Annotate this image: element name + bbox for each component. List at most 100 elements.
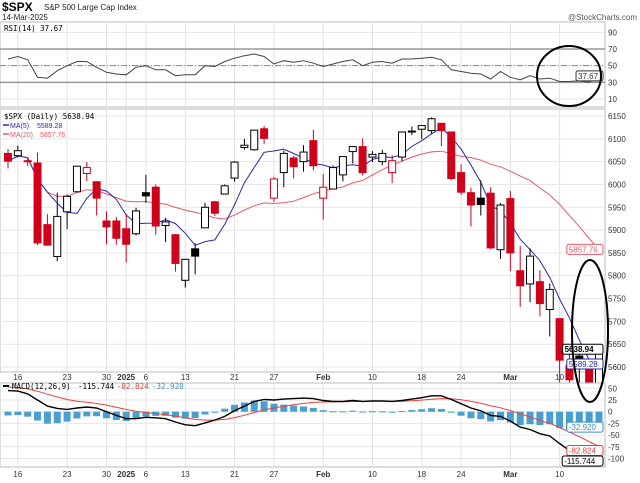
x-tick-label: 13 [181,470,190,479]
candle-body [476,197,485,206]
price-y-tick-label: 5700 [608,317,626,326]
candle-body [535,281,544,305]
macd-signal-line [7,386,600,447]
macd-histogram-bar [63,411,71,422]
macd-signal-tag: -82.824 [569,446,597,455]
candle-body [407,130,416,133]
candle [260,126,269,144]
candle [526,248,535,303]
macd-histogram-bar [565,411,573,431]
candle-body [299,151,308,163]
candle [279,150,288,188]
candle [506,190,515,272]
candle [388,155,397,184]
macd-histogram-bar [43,411,51,424]
price-y-tick-label: 5950 [608,203,626,212]
candle-body [151,186,160,227]
x-tick-label: 2025 [117,373,135,382]
macd-histogram-bar [516,411,524,426]
candle [496,203,505,259]
candle-body [378,152,387,163]
candle [141,174,150,203]
macd-legend: MACD(12,26,9) -115.744 -82.824 -32.920 [3,382,184,391]
macd-histogram-bar [467,411,475,419]
price-legend: $SPX (Daily) 5638.94 [4,112,95,121]
macd-legend-title: MACD(12,26,9) [12,382,71,391]
ma20-legend-value: 5857.76 [40,132,65,139]
macd-histogram-bar [526,411,534,425]
candle-body [457,172,466,193]
macd-histogram-bar [300,406,307,412]
rsi-y-tick-label: 50 [608,62,617,71]
candle [240,138,249,150]
candle [250,129,259,151]
rsi-line [7,53,600,83]
price-y-tick-label: 5800 [608,272,626,281]
macd-histogram-bar [349,410,357,412]
candle [23,157,32,167]
macd-histogram-bar [408,410,416,412]
price-y-tick-label: 5900 [608,226,626,235]
candle-body [63,195,72,213]
macd-histogram-bar [536,411,544,426]
macd-histogram-bar [437,408,445,412]
price-y-tick-label: 5850 [608,249,626,258]
candle-body [230,161,239,179]
ma20-value-tag: 5857.76 [569,245,598,254]
macd-frame [0,382,606,468]
candle-body [358,146,367,174]
x-tick-label: 24 [457,470,466,479]
price-panel: 5600 5650 5700 5750 5800 5850 5900 5950 6000 6050… [0,108,626,411]
macd-histogram-bar [53,411,61,424]
candle [230,161,239,182]
candle-body [555,318,564,361]
macd-histogram-bar [585,411,593,432]
macd-histogram-bar [368,411,376,413]
ma5-legend-value: 5589.28 [37,123,62,130]
x-tick-label: 23 [63,470,72,479]
candle [309,129,318,171]
candle-body [72,165,81,193]
candle [4,148,12,169]
candle [181,258,190,288]
macd-value-tag: -115.744 [564,457,596,466]
macd-histogram-bar [24,411,32,417]
x-tick-label: 6 [144,373,149,382]
ma20-legend: MA(20) 5857.76 [3,132,65,139]
candle-body [526,255,535,285]
x-tick-label: 18 [417,373,426,382]
macd-histogram-bar [556,411,564,428]
candle [466,187,475,227]
candle [289,155,298,179]
candle-body [33,162,42,244]
candle [112,216,121,245]
macd-histogram-bar [201,411,209,415]
macd-histogram-bar [319,410,327,412]
candle-body [437,122,446,132]
x-tick-label: Feb [316,373,330,382]
rsi-y-tick-label: 10 [608,95,617,104]
x-tick-label: 21 [230,470,239,479]
macd-legend-signal: -82.824 [117,382,149,391]
price-value-tag: 5638.94 [565,345,594,354]
macd-histogram-bar [211,411,219,413]
candle [417,125,426,140]
stockcharts-credit: @StockCharts.com [568,13,637,22]
macd-histogram-bar [359,411,367,413]
macd-histogram-bar [14,411,22,416]
candle-body [388,160,397,174]
price-y-tick-label: 5750 [608,295,626,304]
macd-histogram-bar [487,411,495,422]
candle [171,234,180,272]
macd-y-tick-label: 0 [608,408,613,417]
rsi-y-tick-label: 30 [608,78,617,87]
candle [338,156,347,182]
x-tick-label: Mar [503,373,517,382]
candle [516,246,525,307]
macd-histogram-bar [181,411,189,419]
macd-histogram-bar [142,411,150,417]
macd-legend-macd: -115.744 [78,382,115,391]
x-tick-label: 10 [555,373,564,382]
x-tick-label: 23 [63,373,72,382]
x-tick-label: 24 [457,373,466,382]
